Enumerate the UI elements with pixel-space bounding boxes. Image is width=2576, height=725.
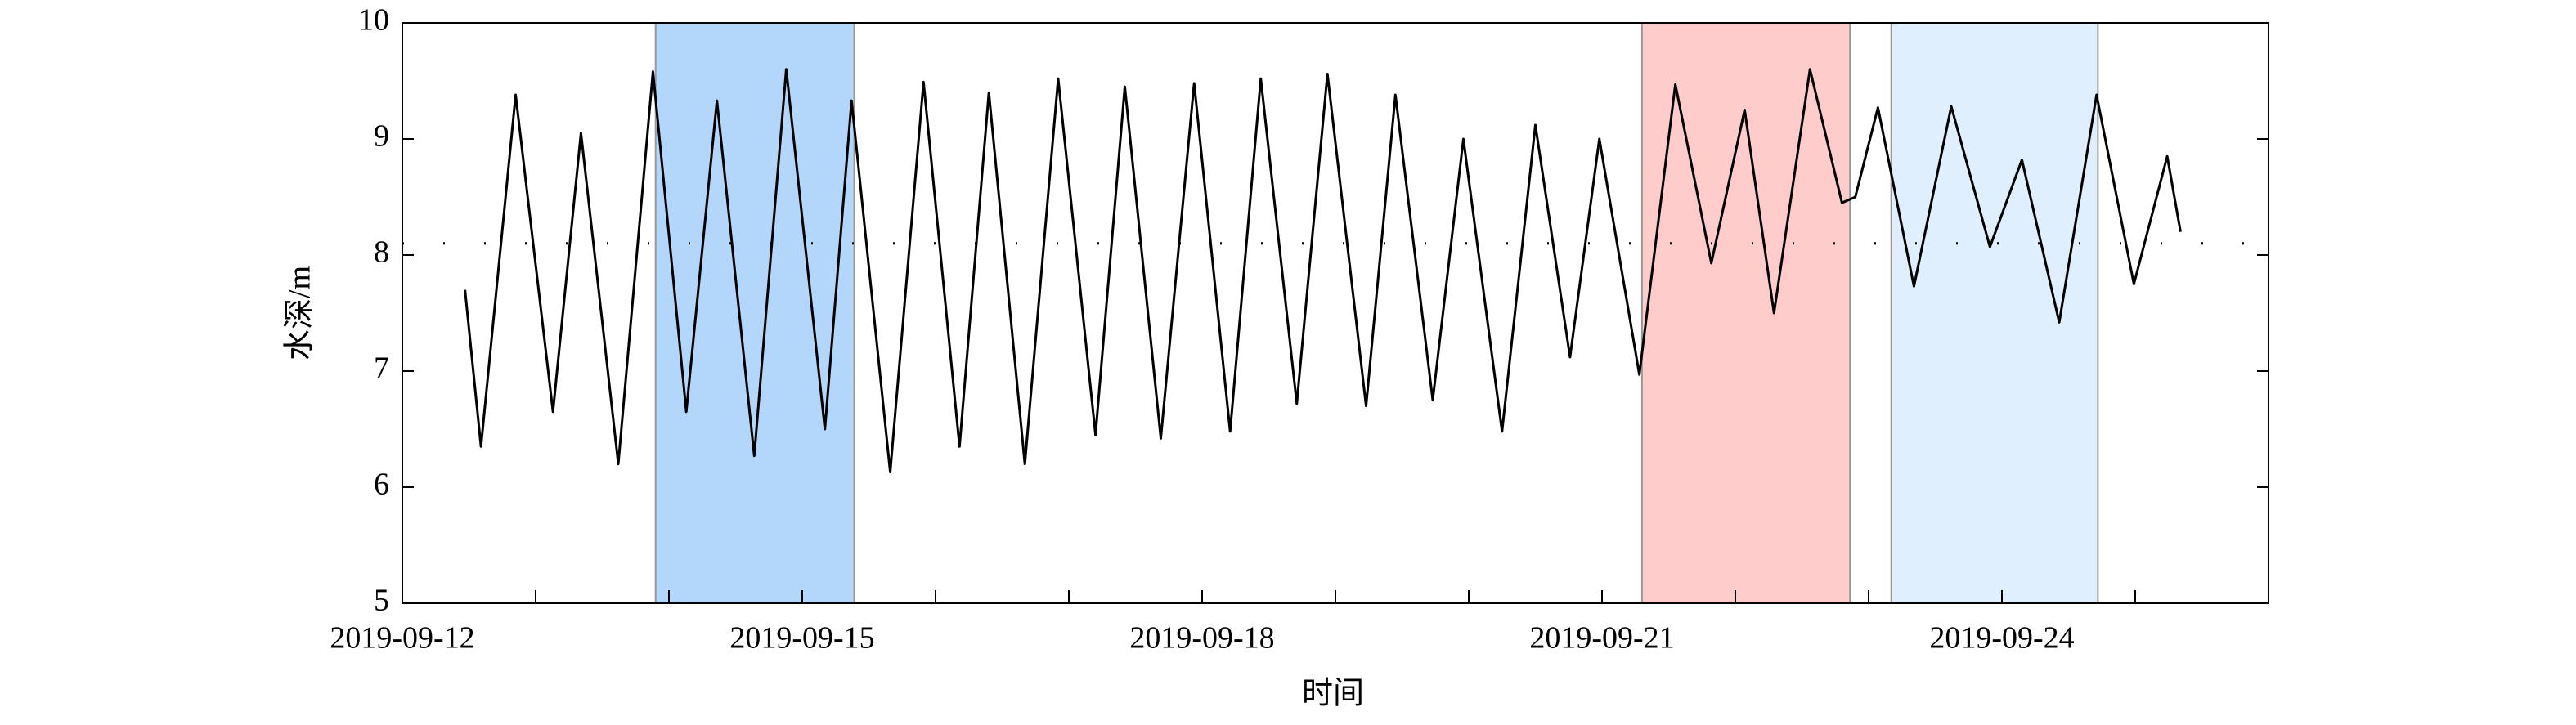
y-tick-label: 8: [374, 235, 389, 270]
shaded-region: [654, 22, 855, 604]
y-axis-title: 水深/m: [283, 266, 317, 360]
plot-frame: [402, 22, 2269, 604]
x-tick-label: 2019-09-24: [1929, 621, 2074, 656]
x-tick-label: 2019-09-21: [1529, 621, 1674, 656]
x-axis-title: 时间: [1302, 677, 1364, 711]
shaded-region: [1890, 22, 2099, 604]
x-tick-label: 2019-09-15: [729, 621, 874, 656]
x-tick-label: 2019-09-18: [1129, 621, 1274, 656]
y-tick-label: 9: [374, 119, 389, 154]
x-tick-label: 2019-09-12: [330, 621, 474, 656]
data-line: [464, 68, 2182, 474]
y-tick-label: 10: [358, 3, 389, 38]
y-tick-label: 6: [374, 468, 389, 502]
y-tick-label: 5: [374, 584, 389, 618]
y-tick-label: 7: [374, 351, 389, 386]
